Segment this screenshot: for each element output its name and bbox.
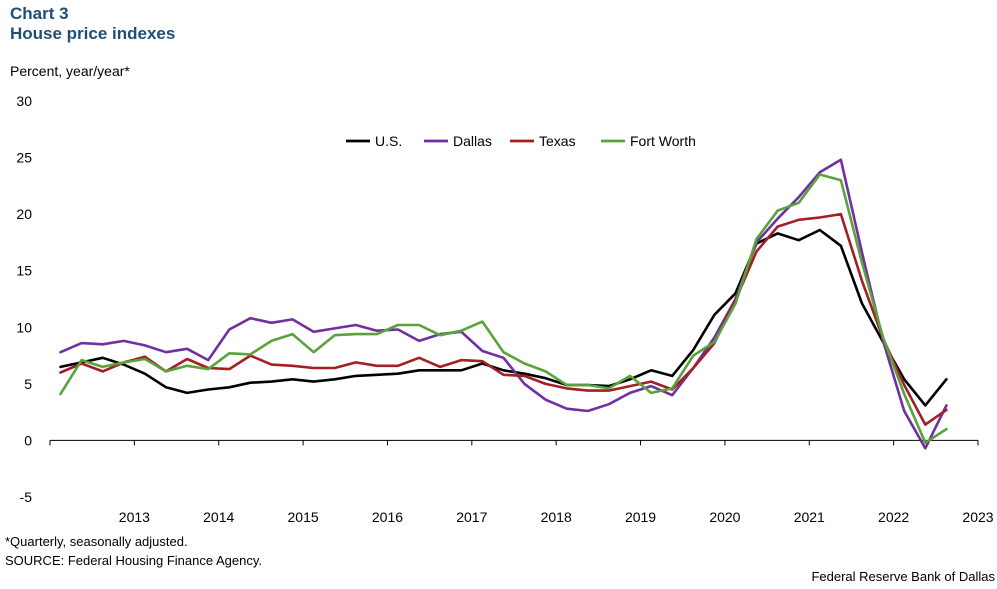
x-tick-label: 2019 <box>625 509 656 525</box>
y-axis-ticks: -5 0 5 10 15 20 25 30 <box>16 93 32 505</box>
series-line-fort-worth <box>59 173 948 445</box>
chart-number: Chart 3 <box>10 4 69 23</box>
series-lines <box>59 158 948 450</box>
y-tick-label: 15 <box>16 263 32 279</box>
y-tick-label: -5 <box>20 489 33 505</box>
credit: Federal Reserve Bank of Dallas <box>811 569 995 584</box>
x-tick-label: 2015 <box>288 509 319 525</box>
legend-label: Fort Worth <box>630 133 696 149</box>
y-tick-label: 5 <box>24 376 32 392</box>
y-tick-label: 10 <box>16 319 32 335</box>
y-tick-label: 30 <box>16 93 32 109</box>
x-tick-label: 2021 <box>794 509 825 525</box>
legend-label: U.S. <box>375 133 402 149</box>
legend-label: Dallas <box>453 133 492 149</box>
series-line-u-s <box>59 228 948 407</box>
x-tick-label: 2014 <box>203 509 234 525</box>
source-note: SOURCE: Federal Housing Finance Agency. <box>5 553 262 568</box>
x-tick-label: 2018 <box>541 509 572 525</box>
x-tick-label: 2020 <box>709 509 740 525</box>
y-tick-label: 25 <box>16 150 32 166</box>
x-tick-label: 2013 <box>119 509 150 525</box>
y-tick-label: 0 <box>24 432 32 448</box>
y-tick-label: 20 <box>16 206 32 222</box>
legend: U.S. Dallas Texas Fort Worth <box>346 133 696 149</box>
y-axis-unit-label: Percent, year/year* <box>10 63 130 79</box>
x-tick-label: 2023 <box>962 509 993 525</box>
x-tick-label: 2017 <box>456 509 487 525</box>
footnote: *Quarterly, seasonally adjusted. <box>5 534 188 549</box>
x-tick-label: 2022 <box>878 509 909 525</box>
x-tick-label: 2016 <box>372 509 403 525</box>
legend-label: Texas <box>539 133 576 149</box>
series-line-dallas <box>59 158 948 450</box>
chart-title: House price indexes <box>10 24 176 43</box>
x-axis-ticks: 2013 2014 2015 2016 2017 2018 2019 2020 2021 2022… <box>49 440 994 525</box>
